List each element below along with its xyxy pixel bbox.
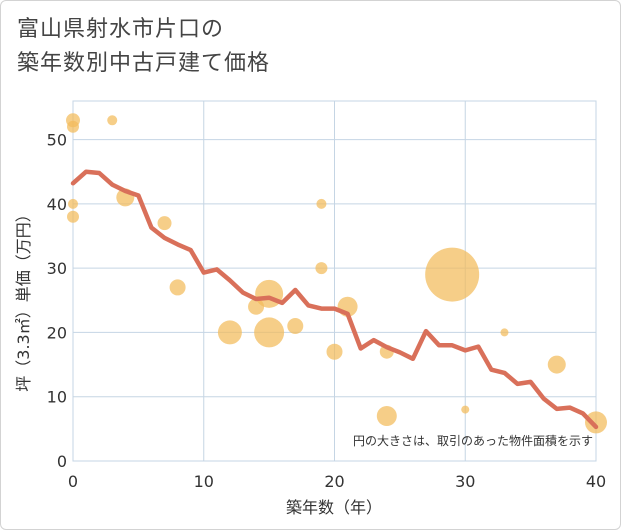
x-tick-label: 40 [586, 472, 606, 491]
x-tick-label: 10 [194, 472, 214, 491]
bubble-point [107, 115, 118, 126]
x-tick-label: 20 [324, 472, 344, 491]
bubbles [66, 113, 607, 434]
bubble-point [376, 406, 397, 426]
chart-title: 富山県射水市片口の 築年数別中古戸建て価格 [17, 13, 270, 81]
bubble-point [67, 120, 79, 133]
y-tick-label: 10 [47, 388, 67, 407]
x-tick-label: 30 [455, 472, 475, 491]
bubble-point [585, 411, 607, 434]
y-tick-label: 0 [57, 452, 67, 471]
y-tick-label: 40 [47, 195, 67, 214]
bubble-point [425, 247, 480, 302]
bubble-point [315, 262, 328, 275]
y-tick-label: 50 [47, 131, 67, 150]
y-tick-label: 20 [47, 323, 67, 342]
trend-line [70, 169, 599, 430]
bubble-point [217, 320, 242, 345]
x-axis-label: 築年数（年） [286, 498, 382, 517]
bubble-point [287, 318, 304, 334]
y-tick-label: 30 [47, 259, 67, 278]
y-axis-label: 坪（3.3㎡）単価（万円） [14, 206, 33, 391]
chart-title-line1: 富山県射水市片口の [17, 17, 225, 42]
bubble-point [461, 405, 470, 414]
x-tick-label: 0 [68, 472, 78, 491]
plot-border [72, 100, 597, 462]
bubble-point [500, 328, 509, 337]
grid [72, 100, 597, 462]
bubble-point [254, 317, 285, 348]
bubble-point [316, 198, 327, 209]
bubble-point [68, 198, 78, 209]
tick-labels: 0 10 20 30 40 0 10 20 30 40 50 [47, 131, 607, 491]
chart-annotation: 円の大きさは、取引のあった物件面積を示す [353, 433, 593, 448]
bubble-point [67, 210, 79, 223]
average-price-line [70, 169, 599, 430]
chart-title-line2: 築年数別中古戸建て価格 [17, 51, 271, 76]
bubble-point [169, 279, 186, 296]
bubble-point [547, 355, 566, 374]
bubble-point [157, 216, 172, 231]
bubble-point [326, 343, 343, 360]
